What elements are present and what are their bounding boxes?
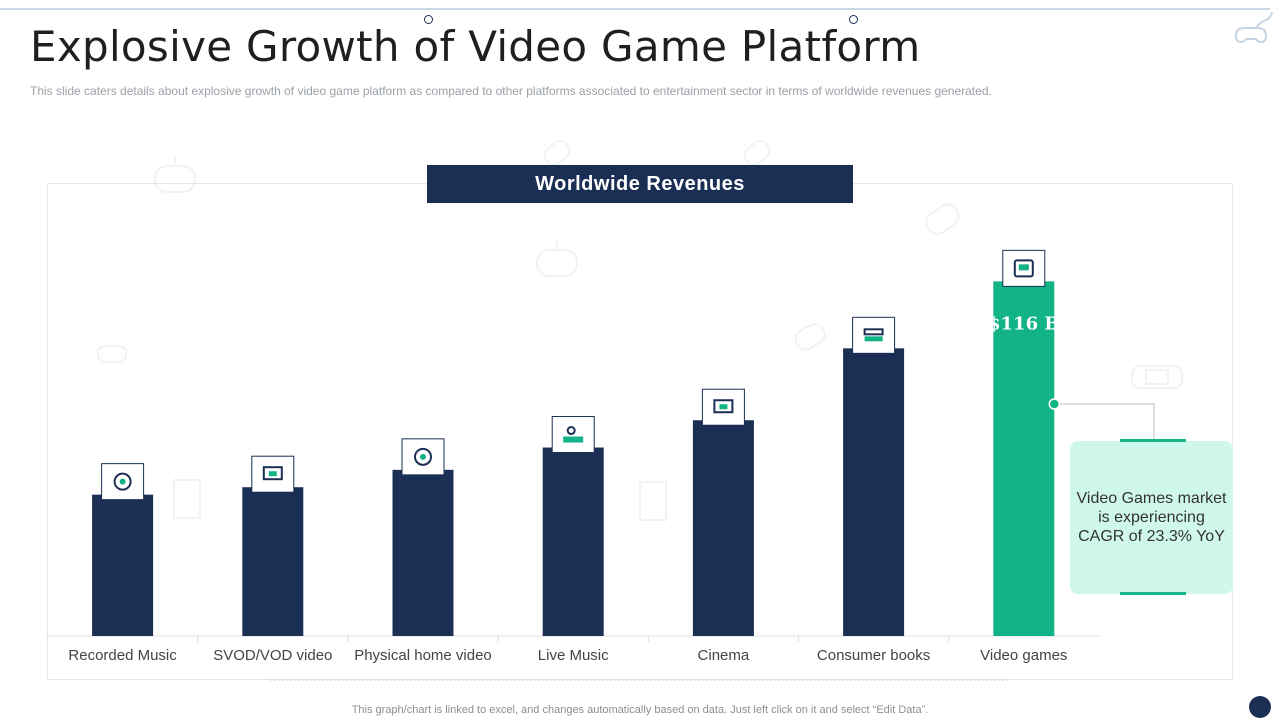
callout-accent-top <box>1120 439 1186 442</box>
data-label: $116 B <box>988 313 1060 334</box>
bar-recorded-music <box>92 494 154 636</box>
arcade-console-icon <box>1002 249 1046 287</box>
arcade-bg-icon <box>173 479 201 519</box>
category-label: Video games <box>980 647 1067 664</box>
controller-bg-icon <box>543 140 571 166</box>
vinyl-record-icon <box>101 463 145 501</box>
callout-connector <box>1054 403 1155 440</box>
bar-physical-home-video <box>392 469 454 636</box>
video-screen-icon <box>251 455 295 493</box>
category-label: Physical home video <box>354 647 492 664</box>
chart-title-left-dot <box>424 15 433 24</box>
chart-title-right-dot <box>849 15 858 24</box>
category-label: Recorded Music <box>68 647 177 664</box>
cagr-callout-text: Video Games market is experiencing CAGR … <box>1076 490 1227 545</box>
game-controller-icon <box>1234 11 1273 44</box>
category-label: Consumer books <box>817 647 930 664</box>
handheld-bg-icon <box>1131 365 1183 389</box>
controller-bg-icon <box>97 345 127 363</box>
controller-bg-icon <box>743 140 771 166</box>
category-label: SVOD/VOD video <box>213 647 332 664</box>
page-title: Explosive Growth of Video Game Platform <box>30 22 921 71</box>
top-rule <box>0 8 1270 10</box>
bar-consumer-books <box>843 348 905 636</box>
cinema-screen-icon <box>701 388 745 426</box>
book-stack-icon <box>852 316 896 354</box>
footer-note: This graph/chart is linked to excel, and… <box>351 704 929 716</box>
category-label: Live Music <box>538 647 609 664</box>
dvd-disc-icon <box>401 438 445 476</box>
callout-accent-bottom <box>1120 592 1186 595</box>
cagr-callout: Video Games market is experiencing CAGR … <box>1070 441 1233 594</box>
category-label: Cinema <box>698 647 750 664</box>
bar-live-music <box>542 447 604 636</box>
page-marker <box>1249 696 1271 718</box>
bar-cinema <box>692 420 754 636</box>
controller-bg-icon <box>794 322 826 351</box>
controller-bg-icon <box>536 240 578 277</box>
live-concert-icon <box>551 416 595 454</box>
callout-connector-dot <box>1048 398 1061 410</box>
bar-svod-vod-video <box>242 487 304 636</box>
bar-video-games <box>993 281 1055 636</box>
chart-title: Worldwide Revenues <box>427 165 853 203</box>
controller-bg-icon <box>154 156 196 193</box>
arcade-bg-icon <box>639 481 667 521</box>
page-subtitle: This slide caters details about explosiv… <box>30 84 992 98</box>
controller-bg-icon <box>925 203 960 236</box>
